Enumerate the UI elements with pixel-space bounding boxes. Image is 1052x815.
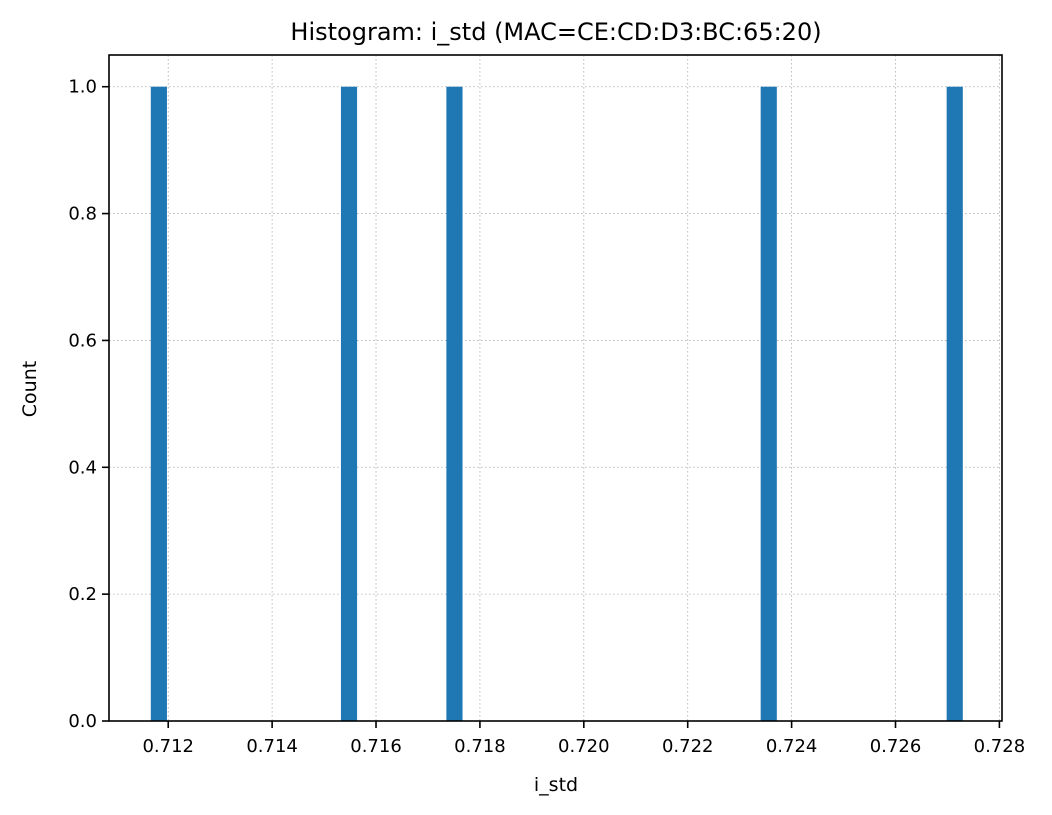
x-axis-ticks: 0.712 0.714 0.716 0.718 0.720 0.722 0.724 0.726… bbox=[142, 721, 1025, 757]
y-tick-label: 0.8 bbox=[68, 204, 97, 225]
x-tick-label: 0.726 bbox=[870, 736, 922, 757]
y-tick-label: 0.6 bbox=[68, 330, 97, 351]
histogram-bar bbox=[946, 86, 963, 721]
chart-title: Histogram: i_std (MAC=CE:CD:D3:BC:65:20) bbox=[290, 18, 821, 46]
x-tick-label: 0.716 bbox=[350, 736, 402, 757]
y-tick-label: 0.4 bbox=[68, 457, 97, 478]
grid-lines bbox=[109, 55, 1002, 722]
x-tick-label: 0.712 bbox=[142, 736, 194, 757]
histogram-bar bbox=[446, 86, 463, 721]
histogram-bar bbox=[760, 86, 777, 721]
plot-frame bbox=[108, 54, 1003, 722]
x-tick-label: 0.718 bbox=[454, 736, 506, 757]
y-tick-label: 0.0 bbox=[68, 711, 97, 732]
bars bbox=[150, 86, 963, 721]
y-axis-ticks: 0.0 0.2 0.4 0.6 0.8 1.0 bbox=[68, 77, 109, 732]
x-tick-label: 0.722 bbox=[662, 736, 714, 757]
histogram-bar bbox=[150, 86, 167, 721]
y-axis-label: Count bbox=[19, 361, 41, 417]
x-tick-label: 0.724 bbox=[766, 736, 818, 757]
x-tick-label: 0.714 bbox=[246, 736, 298, 757]
x-tick-label: 0.728 bbox=[974, 736, 1026, 757]
x-tick-label: 0.720 bbox=[558, 736, 610, 757]
y-tick-label: 1.0 bbox=[68, 77, 97, 98]
y-tick-label: 0.2 bbox=[68, 584, 97, 605]
x-axis-label: i_std bbox=[534, 774, 578, 796]
histogram-bar bbox=[340, 86, 358, 721]
